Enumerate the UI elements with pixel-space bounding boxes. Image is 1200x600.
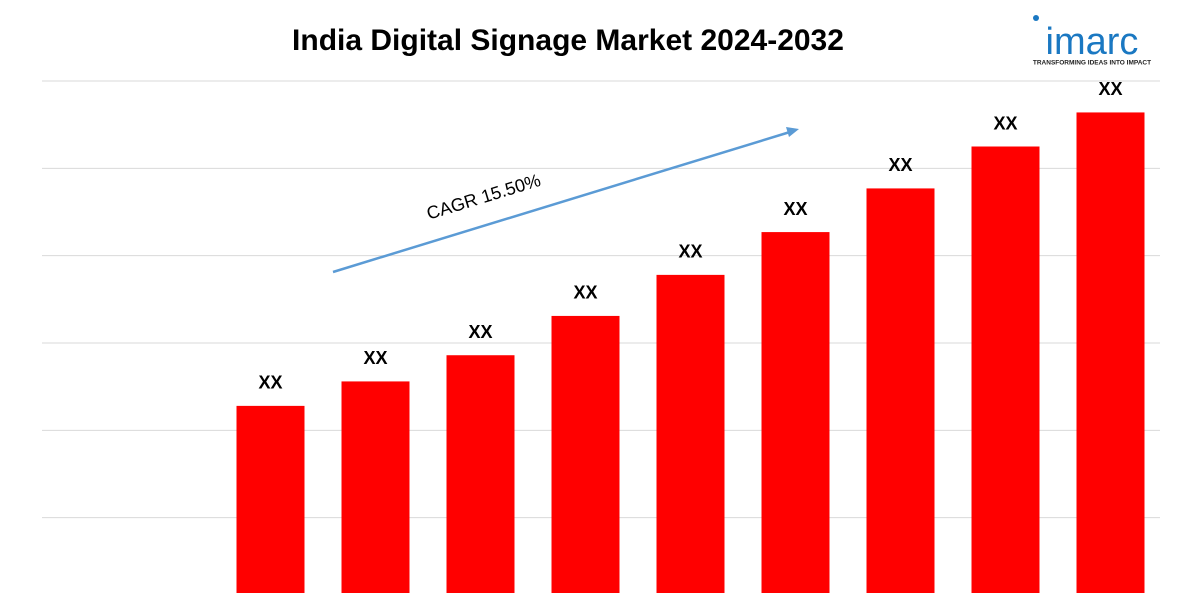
- value-label: XX: [1098, 79, 1122, 99]
- value-label: XX: [468, 322, 492, 342]
- bar: [446, 355, 515, 600]
- bar: [761, 232, 830, 600]
- bar: [341, 381, 410, 600]
- cagr-arrow: [332, 130, 791, 274]
- value-label: XX: [258, 373, 282, 393]
- cagr-label: CAGR 15.50%: [424, 170, 543, 224]
- logo-name: imarc: [1046, 21, 1139, 63]
- bar: [971, 146, 1040, 600]
- cagr-arrowhead: [786, 127, 799, 137]
- logo-tagline: TRANSFORMING IDEAS INTO IMPACT: [1033, 60, 1151, 67]
- value-label: XX: [888, 155, 912, 175]
- value-label: XX: [678, 242, 702, 262]
- bottom-margin: [0, 593, 1200, 600]
- bar: [656, 274, 725, 600]
- value-label: XX: [573, 283, 597, 303]
- bar: [236, 405, 305, 600]
- chart-title: India Digital Signage Market 2024-2032: [292, 24, 844, 57]
- bar: [1076, 112, 1145, 600]
- bar: [866, 188, 935, 600]
- value-label: XX: [783, 199, 807, 219]
- logo: imarc TRANSFORMING IDEAS INTO IMPACT: [1033, 15, 1151, 67]
- logo-dot: [1033, 15, 1039, 21]
- value-label: XX: [993, 113, 1017, 133]
- value-label: XX: [363, 348, 387, 368]
- bar: [551, 315, 620, 600]
